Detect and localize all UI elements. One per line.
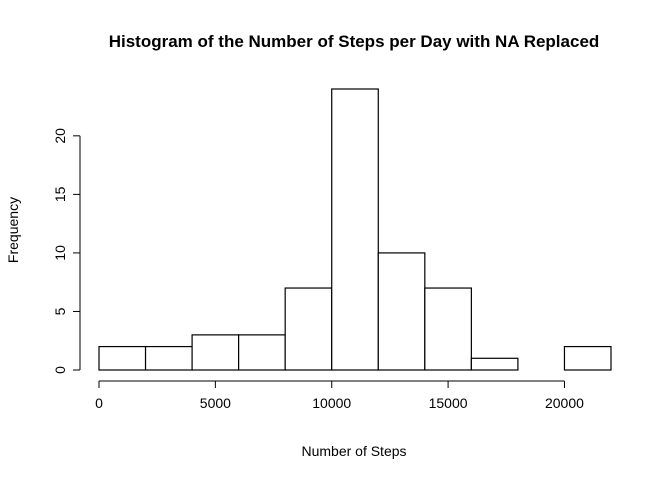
x-tick-label: 15000 xyxy=(429,395,468,411)
y-tick-label: 5 xyxy=(52,307,68,315)
histogram-bar-3 xyxy=(238,334,286,371)
histogram-bar-8 xyxy=(470,357,519,371)
x-axis-label: Number of Steps xyxy=(301,443,406,459)
x-tick-label: 5000 xyxy=(200,395,231,411)
histogram-bar-6 xyxy=(377,252,426,371)
bars-group xyxy=(98,88,612,371)
histogram-bar-7 xyxy=(424,287,472,371)
x-axis: 0 5000 10000 15000 20000 xyxy=(95,380,584,411)
histogram-bar-10 xyxy=(563,345,612,371)
y-axis-label: Frequency xyxy=(5,197,21,263)
y-axis: 0 5 10 15 20 xyxy=(52,128,81,374)
y-tick-label: 15 xyxy=(52,186,68,202)
x-tick-label: 0 xyxy=(95,395,103,411)
histogram-bar-0 xyxy=(98,345,147,371)
histogram-bar-2 xyxy=(191,334,240,371)
y-tick-label: 20 xyxy=(52,128,68,144)
histogram-bar-5 xyxy=(331,88,379,371)
y-tick-label: 0 xyxy=(52,366,68,374)
x-tick-label: 20000 xyxy=(545,395,584,411)
histogram-bar-1 xyxy=(144,345,193,371)
histogram-bar-4 xyxy=(284,287,333,371)
x-tick-label: 10000 xyxy=(312,395,351,411)
chart-title: Histogram of the Number of Steps per Day… xyxy=(109,32,600,51)
y-tick-label: 10 xyxy=(52,245,68,261)
